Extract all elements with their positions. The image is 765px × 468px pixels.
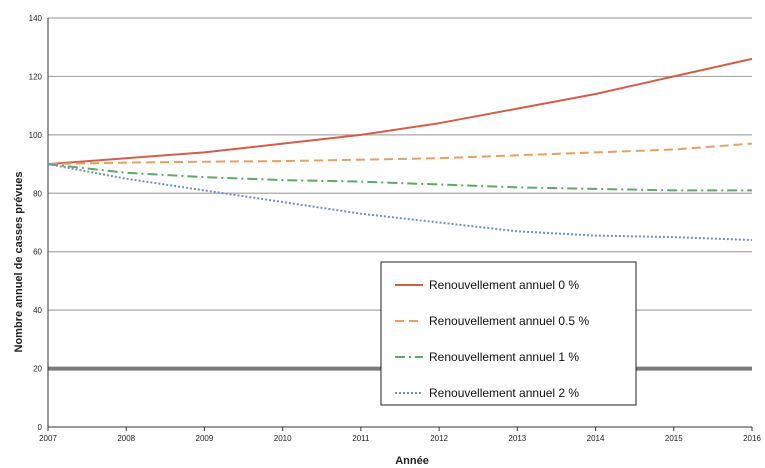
series-line-1 [47,57,753,166]
y-tick-label: 140 [29,14,43,23]
axes [47,18,753,431]
series-lines [47,57,753,241]
legend-label-3: Renouvellement annuel 1 % [429,350,579,364]
x-tick-label: 2010 [274,434,292,443]
x-tick-label: 2015 [665,434,683,443]
x-axis-title: Année [395,455,429,467]
x-tick-label: 2007 [39,434,57,443]
x-tick-label: 2009 [196,434,214,443]
legend-box [380,261,637,406]
y-tick-labels: 0 20 40 60 80 100 120 140 [29,14,43,432]
y-tick-label: 100 [29,131,43,140]
x-tick-labels: 2007 2008 2009 2010 2011 2012 2013 2014 2015 2016 [39,434,761,443]
y-tick-label: 20 [33,365,42,374]
y-axis-title: Nombre annuel de casses prévues [13,172,25,353]
y-tick-label: 120 [29,72,43,81]
legend-label-1: Renouvellement annuel 0 % [429,278,579,292]
y-tick-label: 60 [33,248,42,257]
legend-label-4: Renouvellement annuel 2 % [429,386,579,400]
y-tick-label: 40 [33,306,42,315]
y-tick-label: 0 [38,423,43,432]
series-line-4 [47,163,753,241]
x-tick-label: 2013 [508,434,526,443]
legend-label-2: Renouvellement annuel 0.5 % [429,314,589,328]
x-tick-label: 2012 [430,434,448,443]
series-line-2 [47,142,753,166]
y-tick-label: 80 [33,189,42,198]
x-tick-label: 2011 [352,434,370,443]
x-tick-label: 2016 [743,434,761,443]
x-tick-label: 2008 [117,434,135,443]
legend: Renouvellement annuel 0 % Renouvellement … [380,261,637,406]
series-line-3 [47,163,752,192]
x-tick-label: 2014 [587,434,605,443]
